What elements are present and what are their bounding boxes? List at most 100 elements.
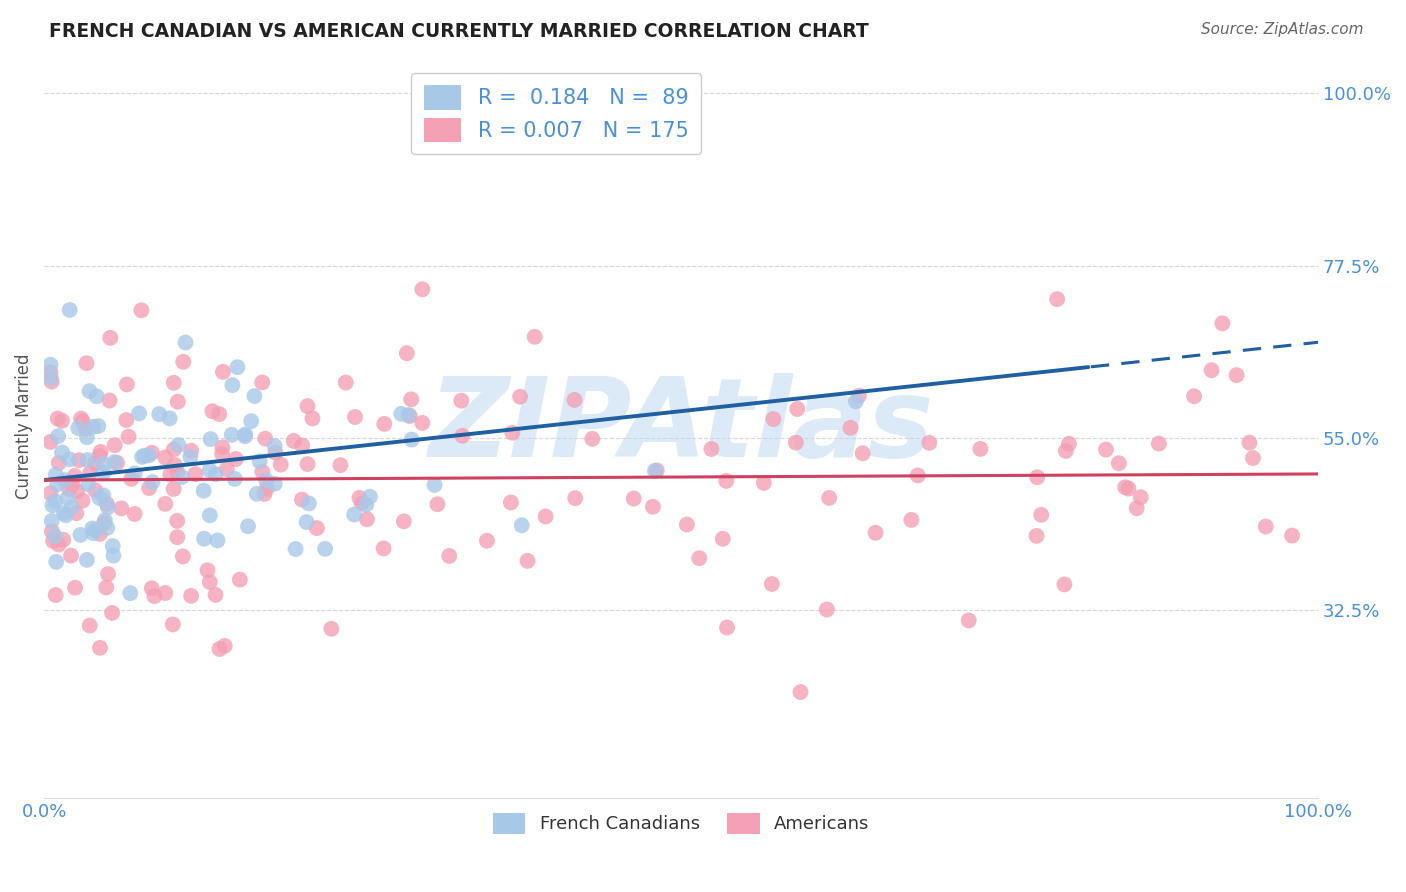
Point xyxy=(918,435,941,450)
Point xyxy=(900,513,922,527)
Point xyxy=(426,497,449,511)
Point xyxy=(208,407,231,421)
Point xyxy=(249,454,271,468)
Point xyxy=(51,414,73,428)
Point xyxy=(1031,508,1053,522)
Point xyxy=(233,427,256,442)
Point xyxy=(344,409,367,424)
Point xyxy=(87,419,110,434)
Point xyxy=(96,497,118,511)
Point xyxy=(84,456,107,470)
Point xyxy=(79,618,101,632)
Point xyxy=(180,443,202,458)
Point xyxy=(475,533,498,548)
Point xyxy=(93,516,115,530)
Point xyxy=(198,463,221,477)
Point xyxy=(359,490,381,504)
Point xyxy=(45,555,67,569)
Point xyxy=(98,393,121,408)
Point xyxy=(711,532,734,546)
Point xyxy=(501,425,523,440)
Point xyxy=(1182,389,1205,403)
Point xyxy=(76,430,98,444)
Point xyxy=(212,365,235,379)
Point xyxy=(172,355,194,369)
Point xyxy=(41,514,63,528)
Point xyxy=(349,491,371,505)
Point xyxy=(1147,436,1170,450)
Point xyxy=(240,414,263,428)
Point xyxy=(623,491,645,506)
Point xyxy=(138,481,160,495)
Point xyxy=(229,573,252,587)
Point xyxy=(581,432,603,446)
Point xyxy=(246,487,269,501)
Point xyxy=(839,421,862,435)
Point xyxy=(120,472,142,486)
Point xyxy=(94,513,117,527)
Point xyxy=(399,392,422,407)
Point xyxy=(170,470,193,484)
Point xyxy=(335,376,357,390)
Point xyxy=(101,606,124,620)
Point xyxy=(226,360,249,375)
Point xyxy=(172,549,194,564)
Point xyxy=(39,371,62,385)
Point xyxy=(155,586,177,600)
Point xyxy=(221,378,243,392)
Point xyxy=(59,303,82,318)
Point xyxy=(67,421,90,435)
Point xyxy=(89,527,111,541)
Point xyxy=(115,413,138,427)
Point xyxy=(1254,519,1277,533)
Point xyxy=(82,419,104,434)
Point xyxy=(1239,435,1261,450)
Text: FRENCH CANADIAN VS AMERICAN CURRENTLY MARRIED CORRELATION CHART: FRENCH CANADIAN VS AMERICAN CURRENTLY MA… xyxy=(49,22,869,41)
Point xyxy=(76,553,98,567)
Point xyxy=(1201,363,1223,377)
Point xyxy=(198,508,221,523)
Point xyxy=(96,581,118,595)
Point xyxy=(297,399,319,413)
Point xyxy=(101,539,124,553)
Point xyxy=(291,492,314,507)
Y-axis label: Currently Married: Currently Married xyxy=(15,354,32,500)
Point xyxy=(401,433,423,447)
Point xyxy=(392,514,415,528)
Point xyxy=(534,509,557,524)
Point xyxy=(46,477,69,491)
Point xyxy=(243,389,266,403)
Point xyxy=(208,642,231,657)
Point xyxy=(39,486,62,500)
Point xyxy=(163,482,186,496)
Point xyxy=(58,452,80,467)
Point xyxy=(329,458,352,472)
Point xyxy=(48,538,70,552)
Point xyxy=(204,588,226,602)
Point xyxy=(301,411,323,425)
Point xyxy=(67,453,90,467)
Point xyxy=(76,453,98,467)
Point xyxy=(343,508,366,522)
Point xyxy=(162,617,184,632)
Point xyxy=(163,442,186,457)
Point xyxy=(1225,368,1247,383)
Point xyxy=(236,519,259,533)
Point xyxy=(104,455,127,469)
Point xyxy=(91,488,114,502)
Point xyxy=(115,377,138,392)
Point xyxy=(52,506,75,520)
Point xyxy=(41,524,63,539)
Point xyxy=(167,438,190,452)
Point xyxy=(395,346,418,360)
Point xyxy=(69,528,91,542)
Point xyxy=(79,384,101,398)
Point xyxy=(423,478,446,492)
Point xyxy=(166,394,188,409)
Point xyxy=(221,427,243,442)
Point xyxy=(166,465,188,479)
Point xyxy=(252,465,274,479)
Point xyxy=(82,521,104,535)
Point xyxy=(818,491,841,505)
Point xyxy=(688,551,710,566)
